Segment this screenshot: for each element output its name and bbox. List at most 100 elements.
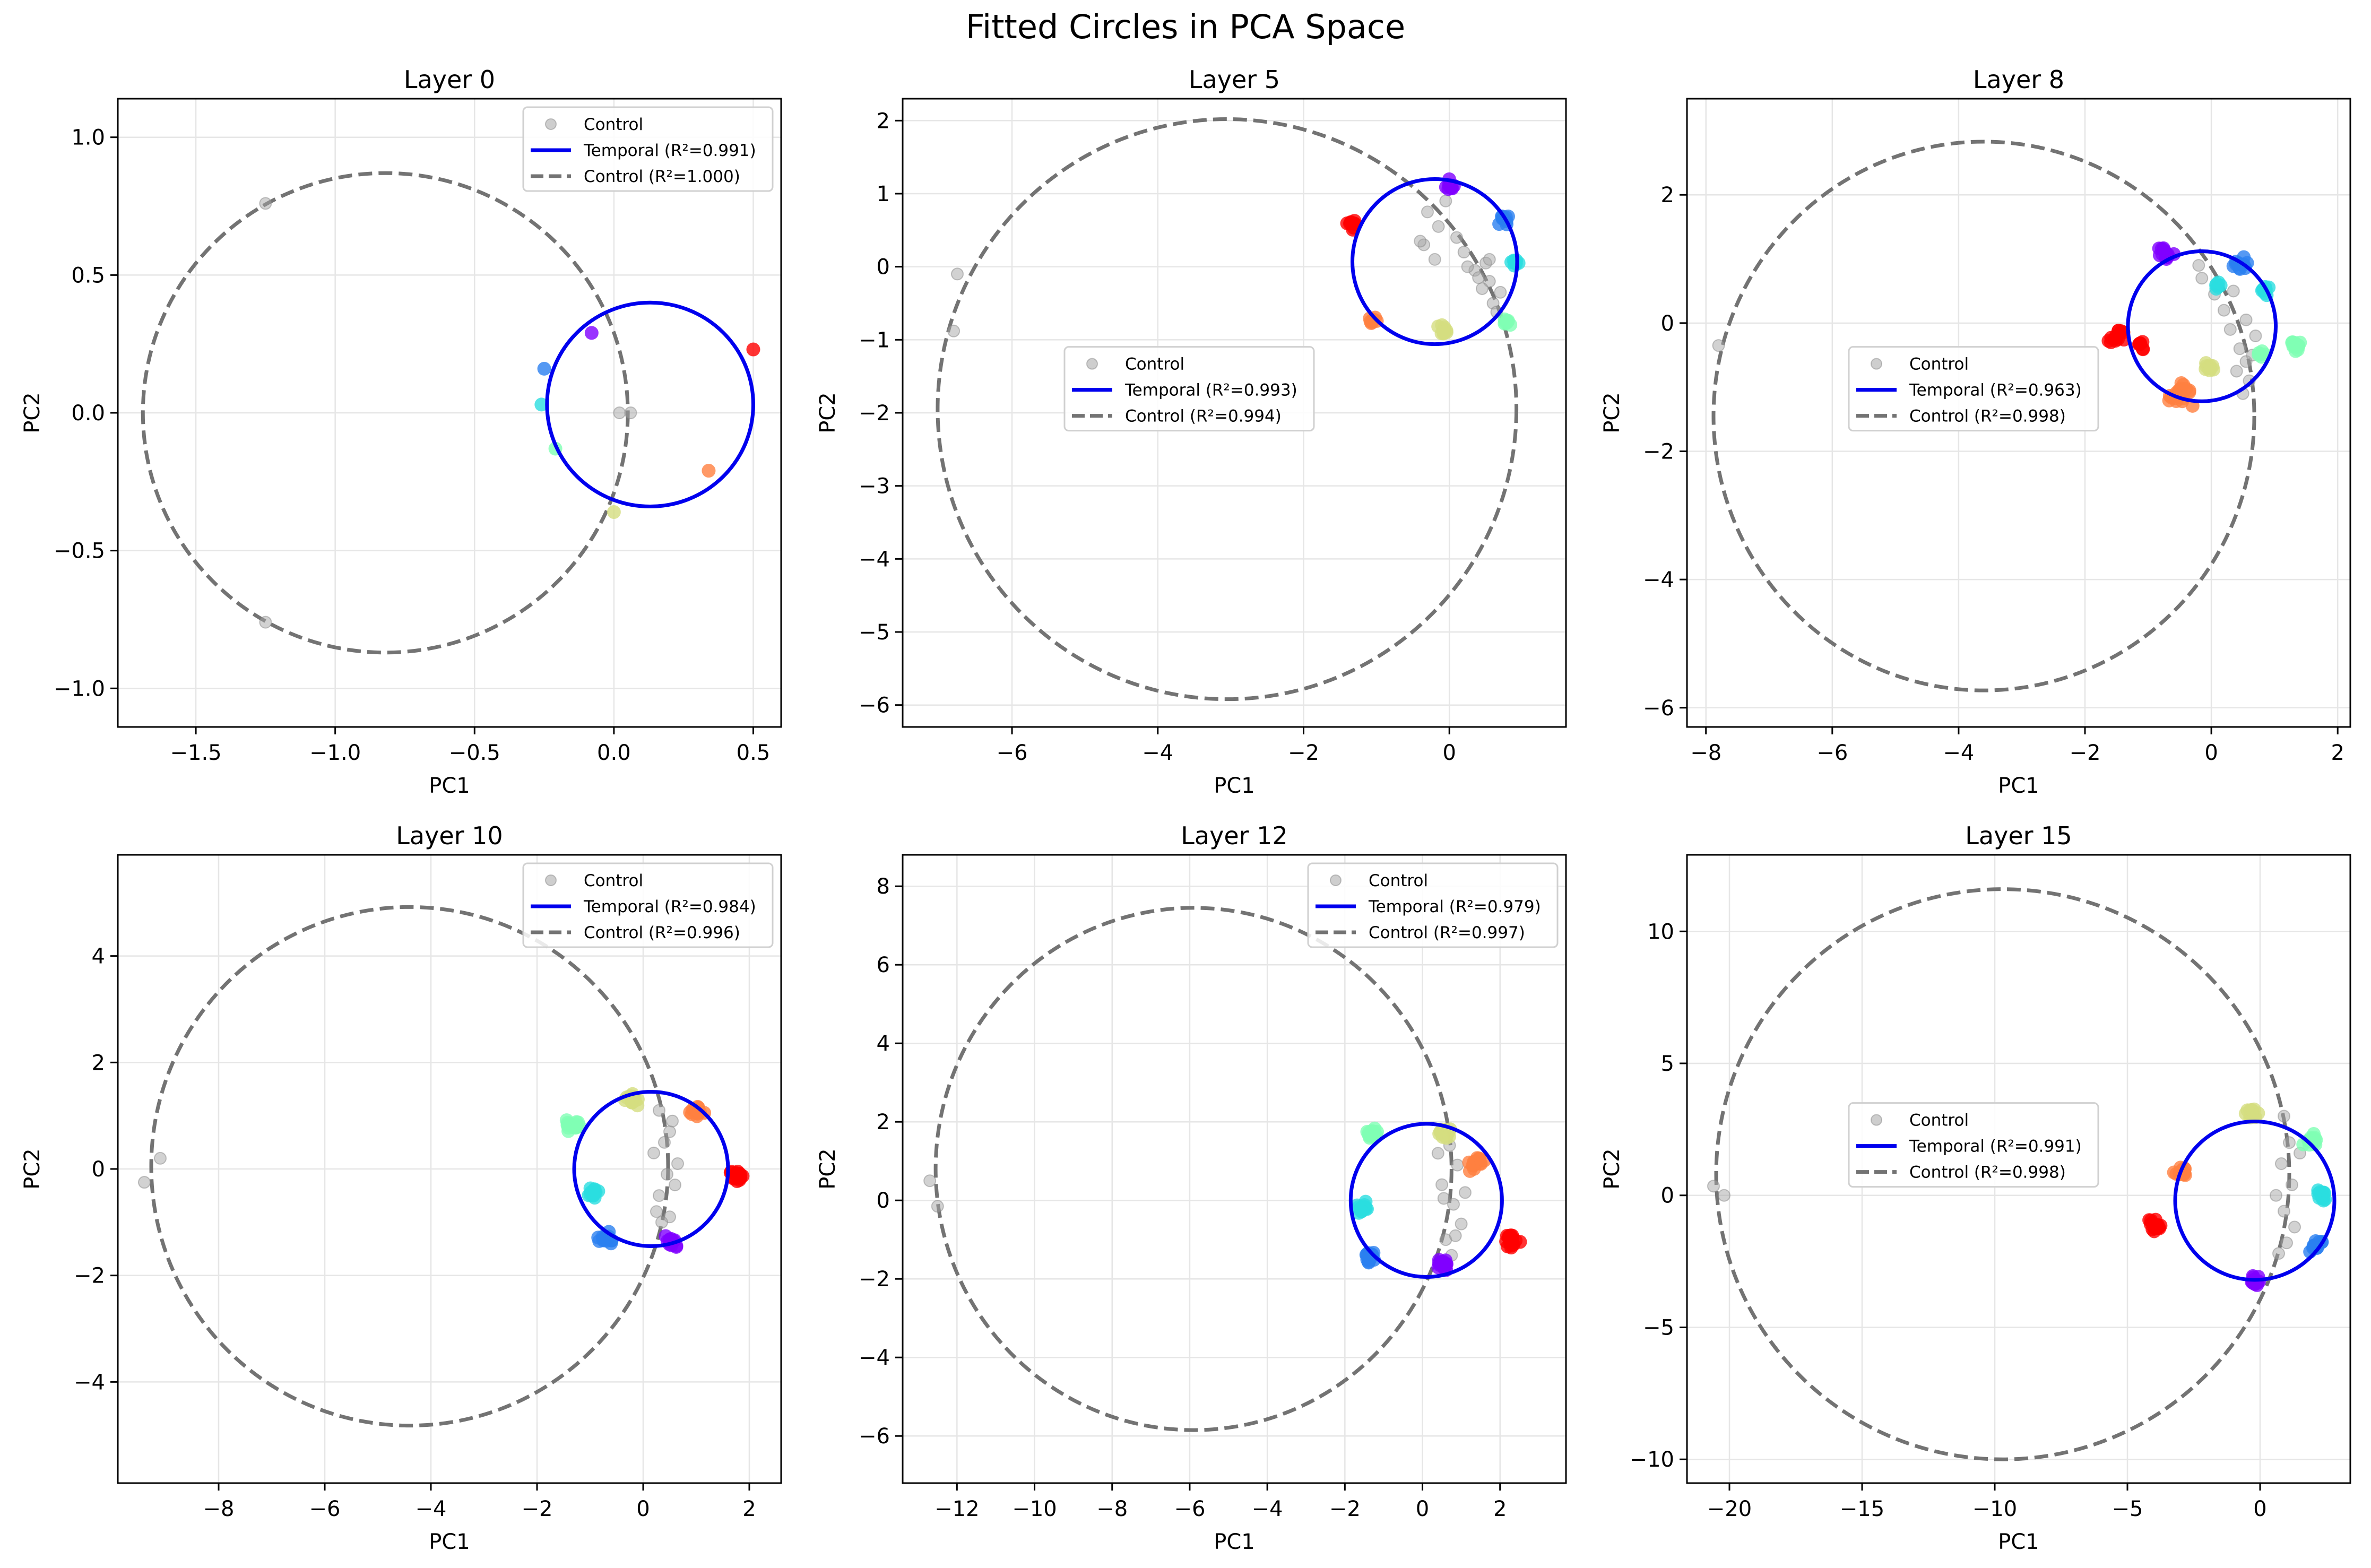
- y-tick-label: −4: [859, 1346, 890, 1370]
- temporal-point: [1362, 1129, 1377, 1143]
- control-point: [947, 324, 960, 337]
- temporal-point: [731, 1167, 745, 1181]
- x-tick-label: 2: [2331, 741, 2344, 765]
- control-point: [259, 616, 272, 629]
- temporal-point: [2286, 337, 2300, 352]
- control-point: [2233, 342, 2246, 356]
- x-tick-label: −10: [1012, 1497, 1057, 1521]
- legend-marker-control: [545, 874, 557, 886]
- control-point: [1451, 1158, 1464, 1172]
- temporal-point: [2245, 1275, 2259, 1289]
- legend-entry: Control (R²=0.996): [584, 923, 740, 942]
- panel-layer-4: −12 −10 −8 −6 −4 −2 0 2 −6 −4 −2 0 2 4 6 8 Layer 12 PC1 PC…: [816, 821, 1567, 1554]
- control-point: [951, 267, 964, 281]
- control-fit-circle: [149, 905, 670, 1428]
- x-tick-label: −6: [1816, 741, 1848, 765]
- control-point: [1472, 271, 1485, 284]
- panel-title: Layer 0: [404, 65, 495, 94]
- legend: Control Temporal (R²=0.993) Control (R²=0.…: [1063, 346, 1315, 432]
- legend-entry: Control: [1909, 1111, 1969, 1130]
- control-point: [1437, 1192, 1450, 1205]
- legend-entry: Temporal (R²=0.991): [583, 141, 756, 160]
- legend-marker-control: [1086, 358, 1098, 370]
- x-tick-label: −6: [1174, 1497, 1205, 1521]
- temporal-point: [589, 1185, 603, 1199]
- control-point: [1435, 1178, 1449, 1191]
- temporal-point: [2174, 376, 2188, 391]
- control-point: [1439, 194, 1452, 207]
- control-point: [138, 1176, 151, 1189]
- x-tick-label: 2: [742, 1497, 756, 1521]
- control-point: [2283, 1136, 2296, 1149]
- y-tick-label: 0.0: [71, 401, 105, 426]
- control-point: [2286, 1178, 2298, 1191]
- x-axis-label: PC1: [1998, 1530, 2039, 1554]
- control-point: [666, 1114, 679, 1128]
- control-point: [1428, 253, 1441, 266]
- panel-layer-1: −6 −4 −2 0 −6 −5 −4 −3 −2 −1 0 1 2 Layer 5 PC1 PC2 Contr…: [816, 65, 1567, 798]
- control-point: [1457, 246, 1470, 259]
- x-tick-label: −2: [1329, 1497, 1361, 1521]
- control-point: [2280, 1236, 2293, 1250]
- x-tick-label: −8: [1096, 1497, 1128, 1521]
- temporal-point: [2148, 1221, 2162, 1235]
- y-axis-label: PC2: [1600, 1148, 1624, 1190]
- control-point: [658, 1136, 671, 1149]
- legend-marker-control: [1871, 1114, 1882, 1126]
- y-tick-label: −10: [1630, 1448, 1674, 1472]
- legend-entry: Control (R²=1.000): [584, 167, 740, 186]
- temporal-point: [1433, 1258, 1447, 1272]
- legend-entry: Control: [1369, 871, 1428, 890]
- y-tick-label: 0: [1661, 311, 1674, 336]
- panel-title: Layer 15: [1965, 821, 2072, 850]
- temporal-point: [1439, 323, 1453, 337]
- y-tick-label: 4: [877, 1032, 890, 1056]
- control-point: [259, 197, 272, 210]
- plot-area: [1711, 140, 2307, 692]
- control-point: [1494, 285, 1507, 299]
- legend-entry: Temporal (R²=0.991): [1909, 1137, 2082, 1156]
- y-tick-label: −4: [1643, 568, 1674, 592]
- control-point: [2278, 1205, 2290, 1218]
- x-tick-label: −6: [997, 741, 1028, 765]
- x-tick-label: −12: [934, 1497, 979, 1521]
- y-axis-label: PC2: [20, 1148, 45, 1190]
- x-tick-label: 0: [1416, 1497, 1429, 1521]
- x-tick-label: −8: [1690, 741, 1721, 765]
- x-tick-label: −2: [1288, 741, 1319, 765]
- y-tick-label: 4: [92, 945, 105, 969]
- control-point: [655, 1216, 668, 1229]
- y-axis-label: PC2: [816, 1148, 840, 1190]
- temporal-point: [1499, 316, 1513, 330]
- legend-box: [1848, 1102, 2099, 1188]
- control-fit-circle: [1714, 887, 2291, 1461]
- legend-entry: Temporal (R²=0.984): [583, 897, 756, 916]
- control-point: [2192, 259, 2205, 272]
- y-tick-label: −5: [1643, 1315, 1674, 1340]
- x-tick-label: 0.0: [597, 741, 631, 765]
- x-tick-label: 0: [636, 1497, 650, 1521]
- y-tick-label: −2: [859, 1267, 890, 1292]
- axes-frame: [902, 854, 1567, 1484]
- axes-frame: [1686, 854, 2351, 1484]
- x-axis-label: PC1: [429, 1530, 470, 1554]
- x-tick-label: 2: [1493, 1497, 1507, 1521]
- plot-area: [138, 905, 750, 1428]
- y-tick-label: −1.0: [54, 677, 105, 701]
- control-point: [1483, 253, 1496, 266]
- legend: Control Temporal (R²=0.979) Control (R²=0.…: [1307, 862, 1559, 948]
- y-tick-label: −2: [1643, 439, 1674, 464]
- temporal-point: [596, 1233, 610, 1248]
- temporal-point: [1468, 1156, 1482, 1171]
- legend-entry: Control: [584, 871, 643, 890]
- temporal-fit-circle: [2126, 249, 2278, 403]
- control-point: [1449, 1229, 1462, 1242]
- y-tick-label: 6: [877, 953, 890, 977]
- y-tick-label: −0.5: [54, 539, 105, 564]
- panel-layer-0: −1.5 −1.0 −0.5 0.0 0.5 −1.0 −0.5 0.0 0.5 1.0 Layer…: [20, 65, 782, 798]
- control-point: [1476, 282, 1489, 295]
- legend-entry: Control (R²=0.997): [1369, 923, 1525, 942]
- control-point: [653, 1189, 665, 1202]
- control-point: [2223, 323, 2237, 336]
- temporal-point: [569, 1120, 584, 1134]
